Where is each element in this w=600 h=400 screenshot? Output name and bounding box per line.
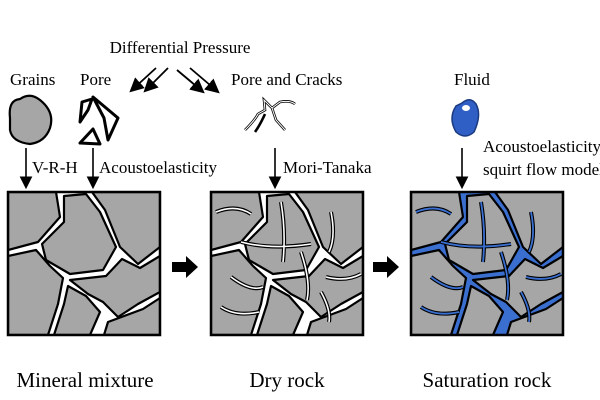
- pressure-arrows: [129, 67, 220, 94]
- acoustoelasticity-label: Acoustoelasticity: [99, 158, 218, 177]
- fluid-drop-icon: [451, 99, 480, 137]
- cracks-icon: [244, 96, 296, 133]
- dry-rock-box: [209, 190, 365, 337]
- mori-tanaka-label: Mori-Tanaka: [283, 158, 372, 177]
- saturation-rock-label: Saturation rock: [423, 368, 552, 392]
- pore-label: Pore: [80, 70, 111, 89]
- grain-icon: [8, 94, 53, 146]
- squirt-flow-label-1: Acoustoelasticity-: [483, 137, 600, 156]
- mineral-mixture-label: Mineral mixture: [16, 368, 153, 392]
- fluid-label: Fluid: [454, 70, 490, 89]
- saturation-rock-box: [409, 190, 565, 337]
- arrow-right-icon: [373, 256, 399, 278]
- arrow-right-icon: [172, 256, 198, 278]
- differential-pressure-label: Differential Pressure: [110, 38, 251, 57]
- method-arrows: [19, 148, 469, 190]
- pore-cracks-label: Pore and Cracks: [231, 70, 342, 89]
- pore-icon: [78, 95, 120, 146]
- squirt-flow-label-2: squirt flow model: [483, 160, 600, 179]
- vrh-label: V-R-H: [32, 158, 78, 177]
- dry-rock-label: Dry rock: [249, 368, 325, 392]
- grains-label: Grains: [10, 70, 55, 89]
- mineral-mixture-box: [6, 190, 162, 337]
